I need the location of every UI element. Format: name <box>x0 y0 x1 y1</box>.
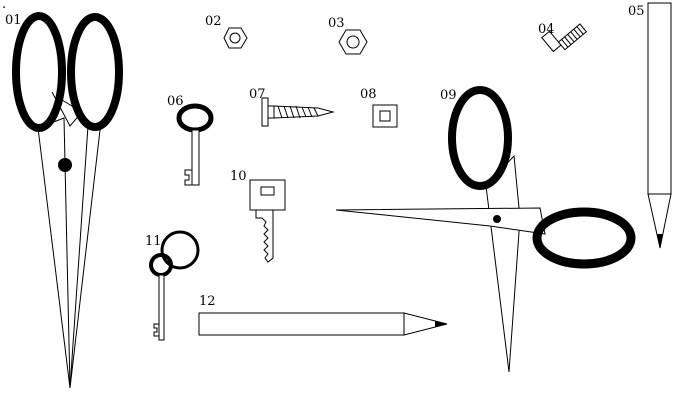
bolt-04-head <box>541 30 562 53</box>
hex-nut-03-hole <box>346 35 360 49</box>
scissors-09 <box>335 86 636 373</box>
bolt-04 <box>541 23 588 53</box>
label-10: 10 <box>230 169 247 184</box>
screw-07-thread <box>277 105 319 119</box>
label-07: 07 <box>249 87 266 102</box>
scissors-01 <box>12 12 123 389</box>
label-02: 02 <box>205 14 222 29</box>
label-12: 12 <box>199 294 216 309</box>
label-03: 03 <box>328 16 345 31</box>
label-01: 01 <box>5 13 22 28</box>
key-10-blade <box>255 209 274 263</box>
square-nut-08-body <box>372 104 398 128</box>
key-11-shaft <box>158 274 165 341</box>
pencil-12-lead <box>435 321 447 327</box>
pencil-05 <box>647 2 672 249</box>
pencil-05-tip <box>647 193 672 249</box>
pencil-05-lead <box>657 234 663 248</box>
scissors-09-blade-horizontal <box>335 207 546 235</box>
key-06-shaft <box>191 129 200 186</box>
pencil-05-body <box>647 2 672 195</box>
hex-nut-02-body <box>223 27 248 49</box>
key-06-bit <box>184 169 193 186</box>
label-09: 09 <box>440 88 457 103</box>
label-06: 06 <box>167 94 184 109</box>
key-06 <box>176 103 214 186</box>
key-11-bit <box>153 323 160 337</box>
scissors-09-handle-right <box>532 207 636 269</box>
label-11: 11 <box>145 234 162 249</box>
bolt-04-thread <box>561 26 584 48</box>
label-08: 08 <box>360 87 377 102</box>
label-05: 05 <box>628 4 645 19</box>
scissors-09-handle-top <box>448 86 512 190</box>
screw-07 <box>261 97 335 127</box>
key-10-slot <box>260 186 275 196</box>
scissors-09-blade-vertical <box>485 154 521 373</box>
hex-nut-03-body <box>338 29 368 55</box>
key-10 <box>249 179 286 263</box>
screw-07-collar <box>267 105 275 119</box>
hex-nut-03 <box>338 29 368 55</box>
key-11-ring <box>160 230 200 270</box>
hex-nut-02-hole <box>229 32 241 44</box>
pencil-12 <box>198 312 448 336</box>
scissors-01-handle-left <box>12 12 66 132</box>
key-06-bow <box>176 103 214 133</box>
screw-07-head <box>261 97 269 127</box>
corner-dot: . <box>2 0 6 12</box>
hex-nut-02 <box>223 27 248 49</box>
key-11 <box>149 230 200 341</box>
scissors-01-blade-right <box>69 125 101 389</box>
scissors-09-pivot <box>493 215 501 223</box>
scissors-01-pivot <box>58 158 72 172</box>
pencil-12-body <box>198 312 405 336</box>
label-04: 04 <box>538 22 555 37</box>
pencil-12-tip <box>403 312 448 336</box>
scissors-01-handle-right <box>67 13 123 131</box>
bolt-04-shank <box>557 23 588 51</box>
square-nut-08-hole <box>379 110 391 122</box>
square-nut-08 <box>372 104 398 128</box>
